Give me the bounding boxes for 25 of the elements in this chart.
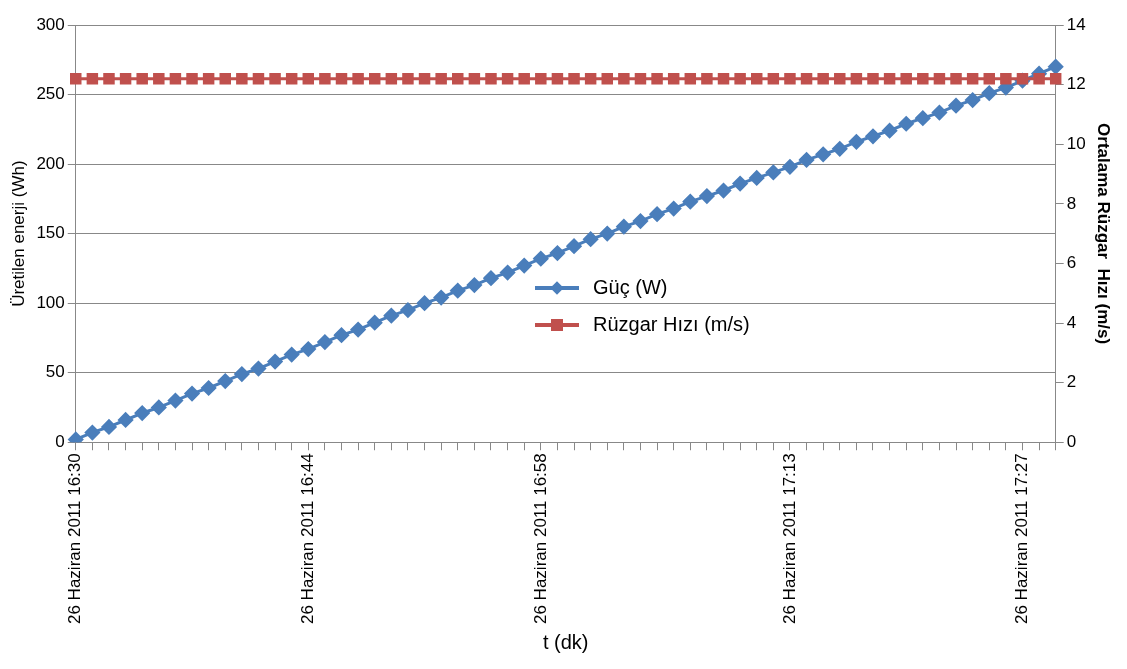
y2-tick-label: 0 xyxy=(1066,431,1077,451)
y2-tick-label: 4 xyxy=(1066,312,1077,332)
y2-tick-label: 8 xyxy=(1066,193,1077,213)
x-tick-label: 26 Haziran 2011 17:27 xyxy=(1012,453,1032,625)
y-tick-label: 200 xyxy=(36,153,65,173)
x-axis-title: t (dk) xyxy=(542,630,589,653)
y2-tick-label: 10 xyxy=(1066,133,1086,153)
y-tick-label: 250 xyxy=(36,84,65,104)
x-tick-label: 26 Haziran 2011 16:30 xyxy=(65,453,85,625)
y-tick-label: 100 xyxy=(36,292,65,312)
y-axis-title: Üretilen enerji (Wh) xyxy=(8,160,28,307)
y-tick-label: 0 xyxy=(55,431,65,451)
y2-tick-label: 12 xyxy=(1066,74,1086,94)
x-tick-label: 26 Haziran 2011 17:13 xyxy=(779,453,799,625)
y2-tick-label: 6 xyxy=(1066,253,1077,273)
y2-tick-label: 14 xyxy=(1066,14,1086,34)
y-tick-label: 50 xyxy=(45,362,65,382)
x-tick-label: 26 Haziran 2011 16:58 xyxy=(530,453,550,625)
y2-axis-title: Ortalama Rüzgar Hızı (m/s) xyxy=(1094,123,1114,345)
x-tick-label: 26 Haziran 2011 16:44 xyxy=(297,453,317,625)
y-tick-label: 150 xyxy=(36,223,65,243)
legend-label: Rüzgar Hızı (m/s) xyxy=(593,313,750,336)
legend-label: Güç (W) xyxy=(593,276,668,299)
y2-tick-label: 2 xyxy=(1066,372,1077,392)
y-tick-label: 300 xyxy=(36,14,65,34)
